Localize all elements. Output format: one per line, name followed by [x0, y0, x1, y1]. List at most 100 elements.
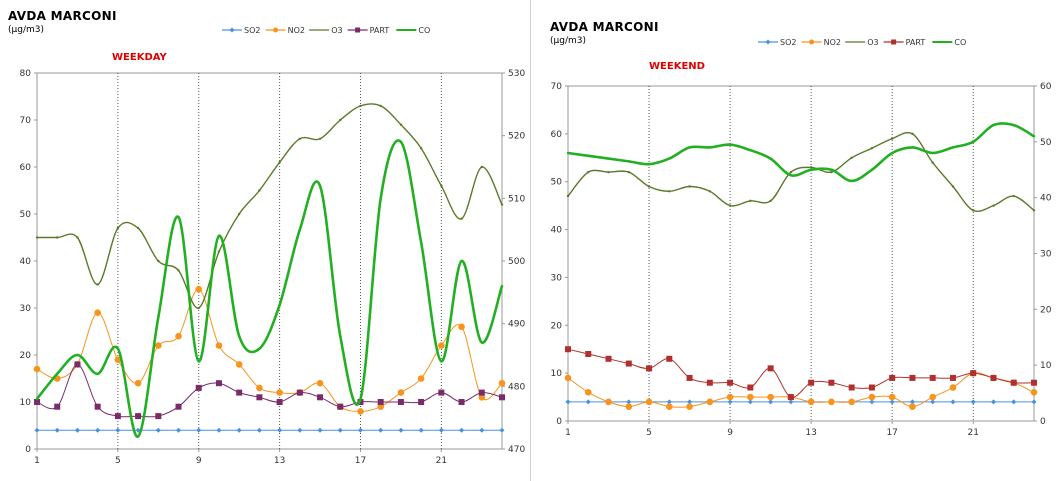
data-point-o3 [440, 184, 443, 187]
data-point-no2 [438, 342, 445, 349]
chart-unit-label: (µg/m3) [8, 25, 44, 35]
data-point-so2 [95, 427, 101, 433]
data-point-co [627, 160, 630, 163]
data-point-o3 [890, 137, 894, 140]
data-point-co [566, 151, 570, 155]
chart-panel-weekday: AVDA MARCONI (µg/m3) WEEKDAY 1 5 9 13 17 21 0 1… [0, 0, 530, 481]
data-point-no2 [868, 393, 876, 401]
data-point-no2 [929, 393, 936, 401]
y2-tick-label: 10 [1040, 361, 1052, 371]
data-point-no2 [33, 365, 41, 373]
data-point-part [377, 399, 384, 405]
data-point-o3 [688, 185, 691, 188]
data-point-so2 [727, 399, 733, 405]
data-point-co [607, 157, 610, 160]
data-point-so2 [930, 399, 936, 405]
data-point-so2 [74, 427, 80, 433]
data-point-part [155, 413, 162, 420]
data-point-no2 [397, 389, 405, 396]
data-point-part [135, 413, 142, 420]
data-point-part [889, 374, 896, 381]
x-tick-label: 1 [565, 428, 571, 438]
data-point-part [868, 384, 875, 391]
data-point-co [789, 174, 793, 177]
y-tick-label: 80 [20, 69, 32, 79]
data-point-no2 [235, 361, 243, 368]
legend-label-co: CO [418, 26, 430, 35]
data-point-o3 [627, 170, 630, 174]
data-point-o3 [298, 137, 302, 140]
data-point-no2 [357, 408, 364, 415]
y-tick-label: 40 [551, 226, 563, 236]
data-point-o3 [157, 259, 160, 263]
data-point-o3 [972, 209, 975, 212]
y-tick-label: 0 [556, 417, 562, 427]
weekend-line-chart: 1 5 9 13 17 21 0 10 20 30 40 50 60 70 0 10 20 30 40 50 60 SO2… [551, 38, 1052, 438]
data-point-o3 [76, 236, 79, 239]
data-point-co [587, 154, 590, 157]
data-point-no2 [1030, 388, 1038, 396]
data-point-so2 [747, 399, 753, 405]
data-point-part [34, 399, 40, 405]
data-point-co [728, 143, 732, 146]
data-point-co [647, 162, 651, 166]
data-point-no2 [94, 309, 101, 317]
data-point-co [399, 140, 403, 144]
data-point-part [337, 403, 344, 410]
data-point-co [157, 316, 160, 319]
data-point-co [318, 184, 322, 187]
data-point-part [215, 380, 222, 387]
data-point-so2 [909, 399, 915, 405]
data-point-o3 [379, 104, 382, 108]
data-point-o3 [460, 217, 463, 220]
data-point-no2 [666, 403, 673, 410]
chart-unit-label: (µg/m3) [550, 36, 586, 46]
data-point-so2 [666, 399, 672, 405]
x-tick-label: 13 [805, 428, 816, 438]
data-point-part [195, 384, 202, 391]
data-point-part [54, 403, 61, 410]
data-point-part [418, 399, 425, 405]
data-point-o3 [850, 156, 853, 159]
legend-label-part: PART [370, 26, 390, 35]
data-point-so2 [565, 399, 571, 405]
data-point-o3 [96, 283, 99, 286]
chart-title: AVDA MARCONI [550, 20, 659, 34]
data-point-co [500, 284, 504, 288]
data-point-part [317, 394, 324, 401]
data-point-co [668, 157, 671, 160]
legend-marker [229, 27, 235, 33]
y-tick-label: 70 [551, 82, 563, 92]
data-point-part [666, 355, 673, 362]
data-point-no2 [215, 342, 223, 349]
data-point-o3 [258, 189, 261, 192]
series-line-o3 [36, 103, 503, 309]
data-point-co [951, 146, 955, 149]
data-point-part [909, 374, 916, 381]
data-point-co [96, 372, 99, 375]
data-point-o3 [35, 236, 39, 239]
data-point-o3 [749, 199, 752, 203]
data-point-part [438, 389, 445, 396]
legend-marker [891, 39, 897, 45]
data-point-co [298, 228, 302, 231]
data-point-no2 [256, 384, 263, 392]
data-point-o3 [1032, 209, 1036, 212]
legend-label-o3: O3 [867, 38, 878, 47]
y2-tick-label: 50 [1040, 138, 1052, 148]
data-point-part [949, 374, 956, 381]
data-point-part [478, 389, 485, 396]
chart-title: AVDA MARCONI [8, 9, 117, 23]
data-point-no2 [747, 393, 754, 401]
legend-label-no2: NO2 [288, 26, 305, 35]
legend-marker [765, 39, 771, 45]
data-point-o3 [647, 185, 651, 188]
data-point-part [808, 379, 815, 386]
x-tick-label: 21 [436, 456, 447, 466]
data-point-part [276, 399, 283, 405]
data-point-part [1010, 379, 1017, 386]
data-point-o3 [237, 212, 241, 216]
y2-tick-label: 20 [1040, 305, 1052, 315]
data-point-co [177, 215, 180, 219]
data-point-no2 [807, 398, 815, 406]
